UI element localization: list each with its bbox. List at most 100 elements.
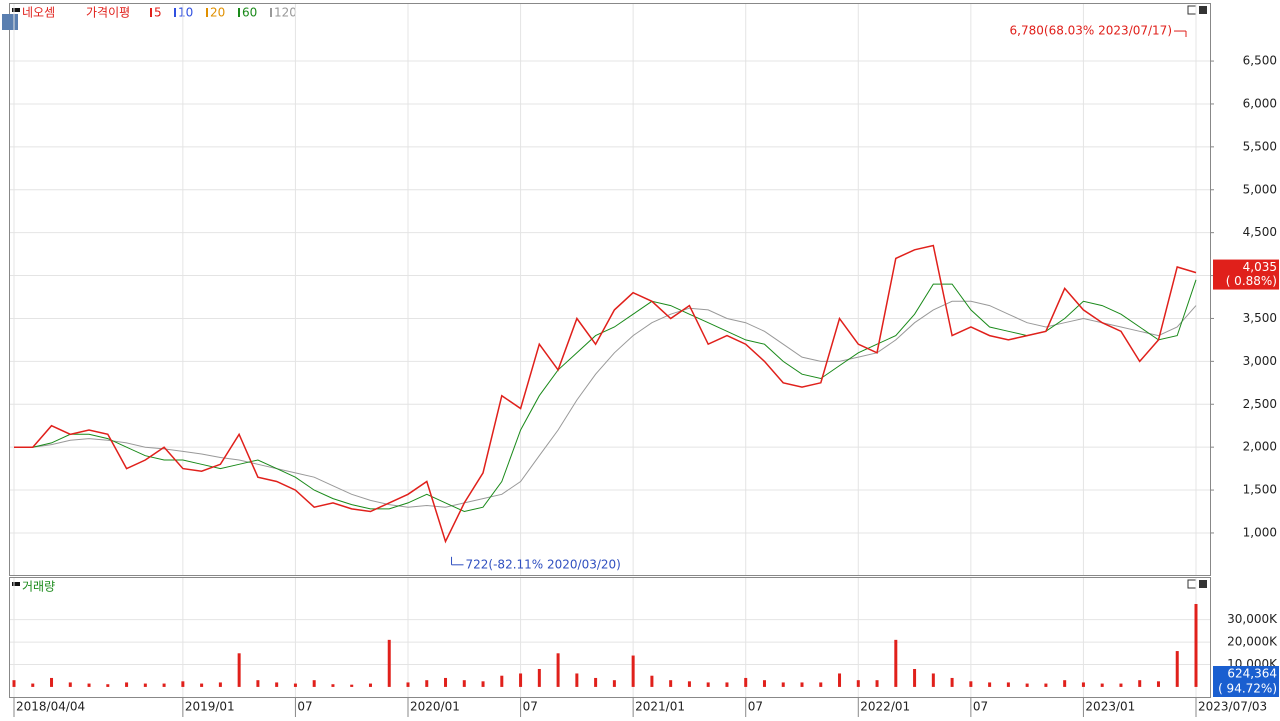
volume-bar xyxy=(31,683,35,687)
volume-bar xyxy=(744,677,748,687)
panel-icon[interactable] xyxy=(2,14,18,30)
volume-bar xyxy=(537,668,541,687)
price-line xyxy=(14,279,1197,513)
volume-bar xyxy=(988,682,992,687)
volume-bar xyxy=(969,681,973,687)
volume-bar xyxy=(819,682,823,687)
volume-bar xyxy=(781,682,785,687)
volume-title: 거래량 xyxy=(22,580,55,594)
y-tick-label: 5,500 xyxy=(1243,139,1277,153)
volume-bar xyxy=(500,675,504,687)
volume-bar xyxy=(237,653,241,687)
volume-bar xyxy=(481,681,485,687)
y-tick-label: 2,500 xyxy=(1243,397,1277,411)
x-tick-label: 07 xyxy=(297,700,312,714)
volume-bar xyxy=(50,677,54,687)
volume-bar xyxy=(425,680,429,687)
legend-label: 60 xyxy=(242,6,257,20)
volume-bar xyxy=(931,673,935,687)
volume-bar xyxy=(87,683,91,687)
volume-bar xyxy=(256,680,260,687)
volume-bar xyxy=(1044,683,1048,687)
y-tick-label: 3,500 xyxy=(1243,311,1277,325)
volume-bar xyxy=(200,683,204,687)
window-button[interactable] xyxy=(1199,580,1207,588)
volume-bar xyxy=(800,682,804,687)
price-panel xyxy=(9,3,1211,576)
price-line xyxy=(14,300,1197,508)
volume-bar xyxy=(331,684,335,687)
x-tick-label: 07 xyxy=(973,700,988,714)
y-tick-label: 30,000K xyxy=(1227,612,1278,626)
volume-bar xyxy=(181,681,185,687)
volume-bar xyxy=(162,683,166,687)
legend-label: 20 xyxy=(210,6,225,20)
volume-bar xyxy=(556,653,560,687)
y-tick-label: 6,500 xyxy=(1243,54,1277,68)
x-tick-label: 2018/04/04 xyxy=(16,700,85,714)
volume-bar xyxy=(12,680,16,687)
volume-bar xyxy=(575,673,579,687)
window-button[interactable] xyxy=(1199,6,1207,14)
volume-bar xyxy=(68,682,72,687)
legend-label: 120 xyxy=(274,6,297,20)
last-volume-change: ( 94.72%) xyxy=(1218,682,1277,696)
last-volume-box xyxy=(1213,666,1279,697)
annotation: 722(-82.11% 2020/03/20) xyxy=(466,557,621,571)
legend-swatch xyxy=(150,8,152,17)
last-price-label: 4,035 xyxy=(1243,260,1277,274)
volume-bar xyxy=(1100,683,1104,687)
volume-bar xyxy=(387,639,391,687)
last-price-change: ( 0.88%) xyxy=(1226,274,1277,288)
volume-bar xyxy=(125,682,129,687)
y-tick-label: 5,000 xyxy=(1243,182,1277,196)
volume-bar xyxy=(856,680,860,687)
y-tick-label: 1,500 xyxy=(1243,483,1277,497)
x-tick-label: 07 xyxy=(748,700,763,714)
volume-bar xyxy=(894,639,898,687)
volume-bar xyxy=(1006,682,1010,687)
legend-swatch xyxy=(270,8,272,17)
price-line xyxy=(14,244,1197,544)
x-tick-label: 2023/01 xyxy=(1085,700,1135,714)
x-tick-label: 2019/01 xyxy=(185,700,235,714)
legend-swatch xyxy=(238,8,240,17)
volume-bar xyxy=(1025,683,1029,687)
legend-label: 10 xyxy=(178,6,193,20)
legend-label: 5 xyxy=(154,6,162,20)
x-tick-label: 07 xyxy=(523,700,538,714)
x-tick-label: 2020/01 xyxy=(410,700,460,714)
ma-label: 가격이평 xyxy=(86,6,130,20)
volume-bar xyxy=(950,677,954,687)
annotation: 6,780(68.03% 2023/07/17) xyxy=(1010,24,1172,38)
volume-bar xyxy=(1063,680,1067,687)
volume-bar xyxy=(875,680,879,687)
volume-bar xyxy=(1156,681,1160,687)
legend-box xyxy=(12,8,20,12)
y-tick-label: 20,000K xyxy=(1227,635,1278,649)
volume-bar xyxy=(631,655,635,687)
volume-bar xyxy=(350,684,354,687)
volume-bar xyxy=(706,682,710,687)
volume-panel xyxy=(9,577,1211,698)
x-tick-label: 2021/01 xyxy=(635,700,685,714)
volume-bar xyxy=(838,673,842,687)
legend-swatch xyxy=(206,8,208,17)
volume-bar xyxy=(293,683,297,687)
volume-bar xyxy=(106,684,110,687)
y-tick-label: 1,000 xyxy=(1243,525,1277,539)
volume-bar xyxy=(612,680,616,687)
volume-bar xyxy=(218,682,222,687)
chart-title: 네오셈 xyxy=(22,6,55,20)
y-tick-label: 3,000 xyxy=(1243,354,1277,368)
volume-bar xyxy=(1175,651,1179,687)
volume-bar xyxy=(406,682,410,687)
volume-bar xyxy=(1081,682,1085,687)
volume-bar xyxy=(1119,683,1123,687)
volume-bar xyxy=(650,675,654,687)
last-volume-label: 624,364 xyxy=(1227,667,1277,681)
y-tick-label: 4,500 xyxy=(1243,225,1277,239)
volume-bar xyxy=(687,681,691,687)
legend-box xyxy=(12,582,20,586)
